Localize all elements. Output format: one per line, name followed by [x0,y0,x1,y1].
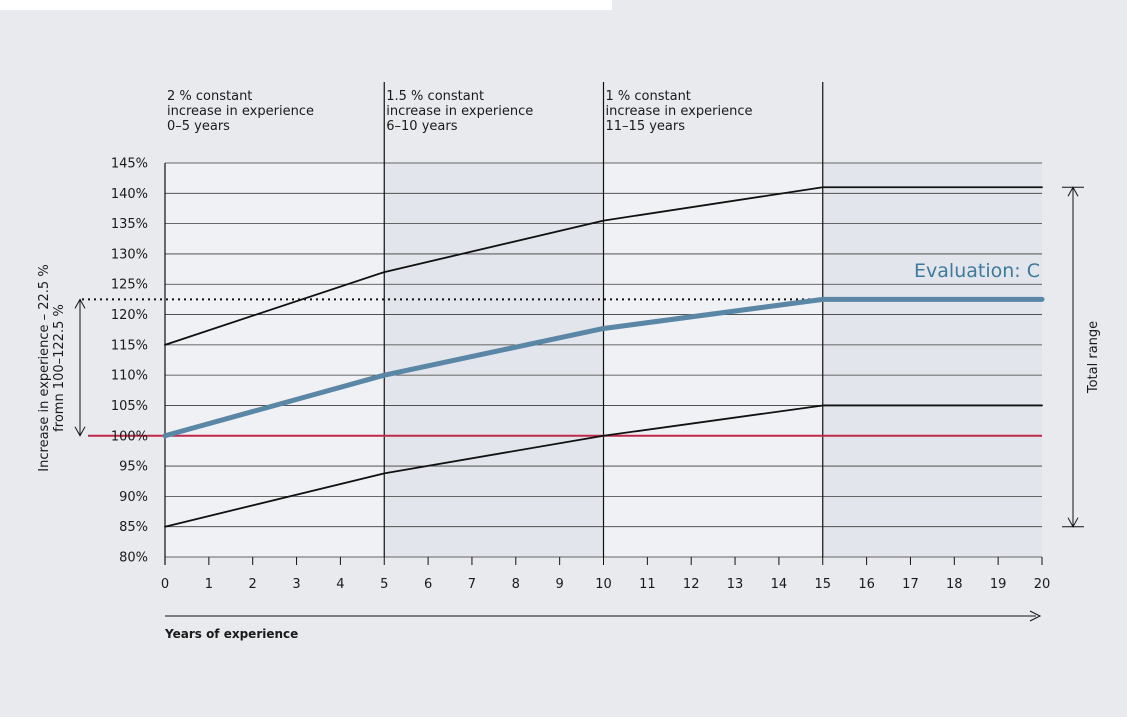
x-tick-label-20: 20 [1034,577,1051,592]
x-tick-label-4: 4 [336,577,344,592]
phase-shade-2 [603,163,823,557]
series-lines [82,186,1045,528]
x-tick-label-7: 7 [468,577,476,592]
y-tick-label-85: 85% [119,520,148,535]
phase-shade-1 [384,163,604,557]
white-header-band [0,0,612,10]
annotations: Evaluation: C Increase in experience – 22… [37,186,1101,528]
x-axis-arrowhead-icon [1029,610,1042,622]
phase-note-2-line-1: increase in experience [606,104,753,119]
phase-note-2-line-2: 11–15 years [606,119,686,134]
y-tick-label-110: 110% [111,369,148,384]
x-tick-label-18: 18 [946,577,963,592]
x-tick-label-2: 2 [249,577,257,592]
x-tick-label-13: 13 [727,577,744,592]
x-tick-label-19: 19 [990,577,1007,592]
x-axis-title: Years of experience [164,627,298,641]
phase-note-0-line-1: increase in experience [167,104,314,119]
phase-note-2-line-0: 1 % constant [606,89,691,104]
y-tick-label-115: 115% [111,338,148,353]
y-tick-label-80: 80% [119,551,148,566]
series-line-upper [164,186,1043,346]
series-line-evaluation [162,296,1045,439]
x-tick-label-14: 14 [771,577,788,592]
y-tick-label-120: 120% [111,308,148,323]
left-range-arrow-down-icon [74,426,86,437]
series-line-lower [164,404,1043,528]
phase-note-0-line-2: 0–5 years [167,119,230,134]
left-annotation-line-0: Increase in experience – 22.5 % [37,264,52,471]
y-tick-label-135: 135% [111,217,148,232]
y-tick-label-105: 105% [111,399,148,414]
x-tick-label-1: 1 [205,577,213,592]
phase-note-1-line-0: 1.5 % constant [386,89,484,104]
phase-note-0-line-0: 2 % constant [167,89,252,104]
y-tick-label-130: 130% [111,247,148,262]
right-range-arrow-down-icon [1067,517,1079,528]
x-tick-label-0: 0 [161,577,169,592]
x-tick-label-17: 17 [902,577,919,592]
y-tick-label-95: 95% [119,460,148,475]
y-tick-label-145: 145% [111,157,148,172]
x-tick-label-15: 15 [814,577,831,592]
x-tick-label-9: 9 [556,577,564,592]
left-annotation-line-1: fromn 100–122.5 % [52,304,67,432]
x-tick-label-12: 12 [683,577,700,592]
phase-note-1-line-2: 6–10 years [386,119,457,134]
y-tick-label-140: 140% [111,187,148,202]
right-range-arrow-up-icon [1067,186,1079,197]
phase-shade-0 [165,163,385,557]
phase-shade-3 [822,163,1042,557]
evaluation-label: Evaluation: C [914,260,1040,282]
x-tick-label-3: 3 [292,577,300,592]
x-tick-label-8: 8 [512,577,520,592]
x-tick-label-6: 6 [424,577,432,592]
x-tick-label-11: 11 [639,577,656,592]
y-tick-label-125: 125% [111,278,148,293]
left-range-arrow-up-icon [74,298,86,309]
y-tick-label-90: 90% [119,490,148,505]
total-range-label: Total range [1086,321,1101,394]
y-tick-label-100: 100% [111,429,148,444]
phase-note-1-line-1: increase in experience [386,104,533,119]
phase-dividers [164,82,824,565]
x-tick-label-10: 10 [595,577,612,592]
x-tick-label-5: 5 [380,577,388,592]
x-tick-label-16: 16 [858,577,875,592]
y-axis-tick-labels: 80% 85% 90% 95% 100% 105% 110% 115% 120% 125% 130%… [111,157,148,566]
